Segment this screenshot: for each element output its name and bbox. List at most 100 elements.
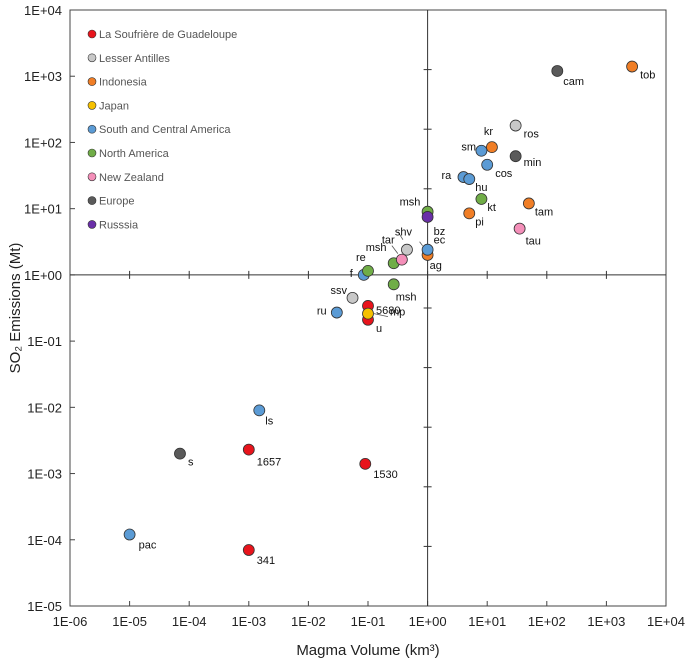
data-point-label: ls [265, 415, 273, 427]
data-point-label: u [376, 323, 382, 335]
data-point-label: pi [475, 216, 484, 228]
data-point [123, 528, 136, 541]
data-point [551, 65, 564, 77]
data-point-label: ag [430, 260, 442, 272]
legend-marker [87, 77, 97, 86]
legend-marker [87, 101, 97, 110]
x-tick-label: 1E-03 [231, 614, 266, 629]
data-point [421, 211, 434, 223]
x-tick-label: 1E-02 [291, 614, 326, 629]
data-point [359, 457, 372, 470]
label-leader-line [373, 313, 389, 318]
y-tick-label: 1E+03 [24, 69, 62, 84]
data-point [463, 173, 476, 185]
legend-label: South and Central America [99, 124, 231, 136]
x-tick-label: 1E+00 [409, 614, 447, 629]
data-point [463, 207, 476, 220]
data-point-label: sm [461, 142, 476, 154]
y-tick-label: 1E+01 [24, 202, 62, 217]
label-leader-line [419, 241, 423, 246]
data-point [330, 306, 343, 319]
y-tick-label: 1E-02 [27, 400, 62, 415]
data-point [242, 544, 255, 556]
data-point-label: tau [526, 236, 541, 248]
y-tick-label: 1E-05 [27, 599, 62, 614]
x-tick-label: 1E-01 [351, 614, 386, 629]
data-point-label: ra [441, 170, 452, 182]
data-point [401, 243, 413, 256]
data-point-label: tam [535, 206, 553, 218]
data-point-label: 5680 [376, 305, 400, 317]
data-point [522, 197, 535, 210]
legend-label: Europe [99, 196, 134, 208]
y-tick-label: 1E-04 [27, 533, 62, 548]
x-tick-label: 1E+01 [468, 614, 506, 629]
data-point-label: pac [139, 540, 157, 552]
y-tick-label: 1E+00 [24, 268, 62, 283]
data-point [253, 404, 266, 417]
x-tick-label: 1E-04 [172, 614, 207, 629]
legend-label: New Zealand [99, 172, 164, 184]
data-point-label: f [350, 268, 354, 280]
data-point-label: cos [495, 168, 513, 180]
legend-label: Indonesia [99, 77, 148, 89]
legend-marker [87, 220, 97, 229]
y-tick-label: 1E-03 [27, 467, 62, 482]
data-point-label: msh [366, 242, 387, 254]
y-tick-label: 1E-01 [27, 334, 62, 349]
data-point-label: hu [475, 182, 487, 194]
x-tick-label: 1E-05 [112, 614, 147, 629]
y-tick-label: 1E+02 [24, 135, 62, 150]
legend-marker [87, 53, 97, 63]
data-point-label: mp [390, 307, 405, 319]
data-point-label: cam [563, 76, 584, 88]
data-point-label: 1530 [373, 469, 397, 481]
data-point [486, 141, 498, 154]
legend-label: La Soufrière de Guadeloupe [99, 29, 237, 41]
legend-label: Russsia [99, 219, 139, 231]
data-point-label: ssv [331, 285, 348, 297]
x-tick-label: 1E-06 [53, 614, 88, 629]
legend-marker [87, 196, 97, 205]
data-point [481, 158, 494, 171]
x-tick-label: 1E+04 [647, 614, 685, 629]
legend-marker [87, 148, 97, 158]
data-point [626, 60, 639, 73]
legend-label: Lesser Antilles [99, 53, 170, 65]
data-point-label: shv [395, 227, 413, 239]
data-point [362, 307, 374, 320]
data-point-label: msh [400, 197, 421, 209]
data-point-label: tob [640, 70, 655, 82]
data-point-label: s [188, 457, 194, 469]
data-point [509, 150, 522, 163]
data-point [509, 119, 522, 132]
x-axis-title: Magma Volume (km³) [296, 642, 439, 659]
label-leader-line [391, 245, 399, 254]
data-point [242, 443, 255, 456]
data-point-label: 341 [257, 555, 275, 567]
data-point [475, 193, 488, 205]
legend-marker [87, 172, 97, 182]
y-tick-label: 1E+04 [24, 3, 62, 18]
y-axis-title: SO₂ Emissions (Mt) [7, 243, 24, 374]
data-point-label: min [524, 157, 542, 169]
legend-marker [87, 124, 97, 134]
data-point-label: ru [317, 306, 327, 318]
legend-label: North America [99, 148, 170, 160]
data-point-label: 1657 [257, 457, 281, 469]
data-point [475, 144, 488, 157]
x-tick-label: 1E+02 [528, 614, 566, 629]
data-point [362, 264, 374, 277]
legend-marker [87, 29, 97, 39]
data-point [387, 278, 400, 291]
label-leader-line [397, 231, 404, 240]
data-point [421, 243, 434, 256]
data-point [513, 222, 526, 235]
data-point-label: ros [524, 129, 540, 141]
data-point [395, 253, 408, 266]
data-point [346, 291, 359, 304]
data-point-label: ec [434, 235, 446, 247]
legend-label: Japan [99, 100, 129, 112]
data-point-label: msh [396, 291, 417, 303]
